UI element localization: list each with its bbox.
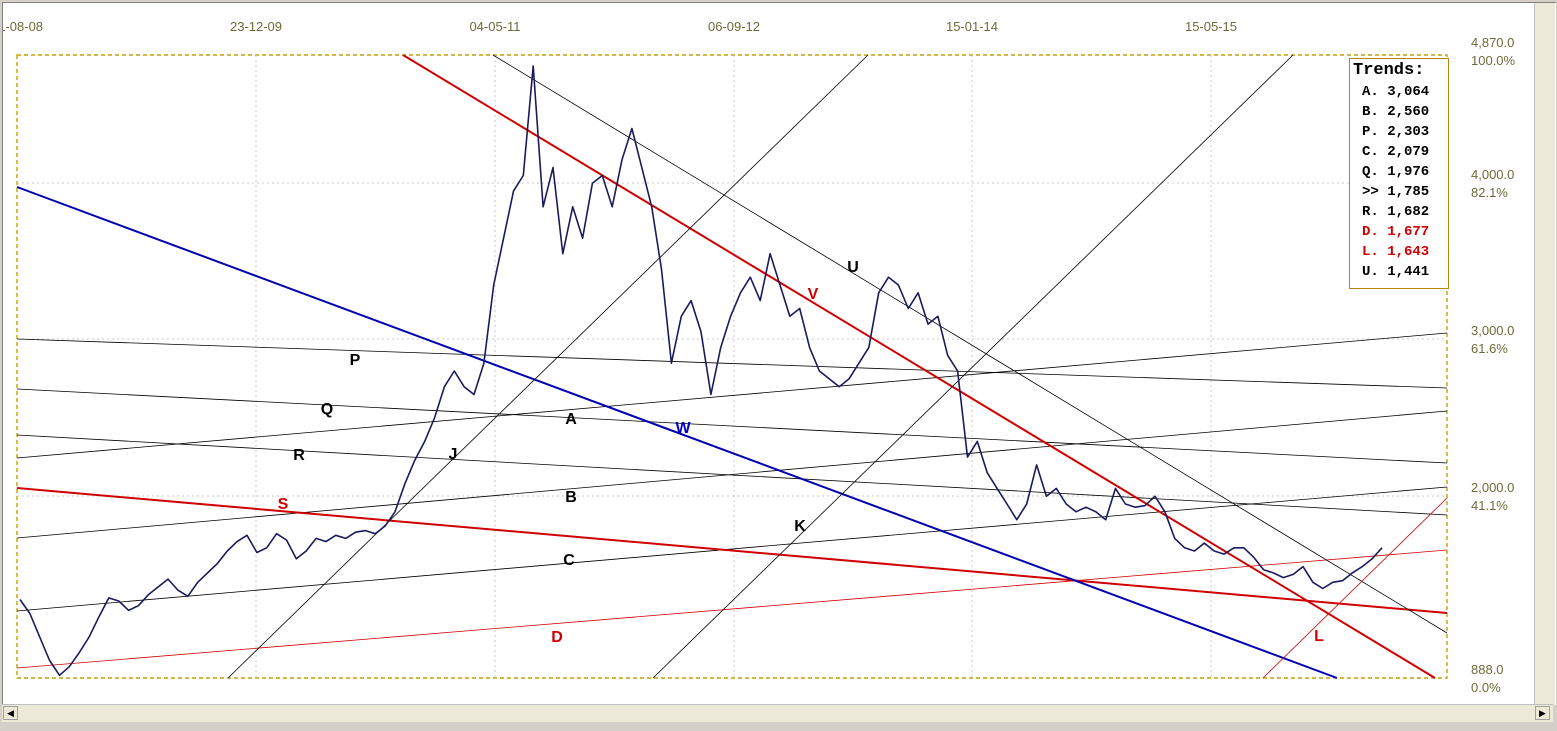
legend-entry: C. 2,079 [1362, 144, 1430, 160]
trend-label: B [565, 489, 577, 506]
trend-line [652, 54, 1294, 679]
x-tick-label: 21-08-08 [3, 19, 43, 34]
scroll-left-icon[interactable]: ◀ [3, 706, 18, 720]
legend-entry: P. 2,303 [1362, 124, 1430, 140]
legend-entry: A. 3,064 [1362, 84, 1430, 100]
trend-label: S [278, 496, 289, 513]
trend-line [1262, 497, 1448, 679]
trend-label: W [675, 420, 691, 437]
legend-entry: Q. 1,976 [1362, 164, 1430, 180]
trend-labels: P Q R S J A W B C D K U V L [278, 259, 1324, 646]
trend-line [16, 388, 1448, 464]
trend-label: K [794, 518, 806, 535]
trend-label: R [293, 447, 305, 464]
trend-label: L [1314, 628, 1324, 645]
x-tick-label: 15-01-14 [946, 19, 998, 34]
trend-line [16, 549, 1448, 669]
trend-label: U [847, 259, 859, 276]
trend-line [16, 487, 1448, 614]
trend-label: V [808, 286, 819, 303]
grid-lines [16, 54, 1448, 679]
legend-entry: >> 1,785 [1362, 184, 1430, 200]
trend-line [16, 186, 1338, 679]
y-pct-label: 41.1% [1471, 498, 1508, 513]
trend-line [16, 332, 1448, 459]
x-tick-label: 06-09-12 [708, 19, 760, 34]
x-tick-label: 15-05-15 [1185, 19, 1237, 34]
trends-legend: Trends: A. 3,064 B. 2,560 P. 2,303 C. 2,… [1349, 58, 1449, 289]
x-tick-label: 23-12-09 [230, 19, 282, 34]
y-tick-label: 4,870.0 [1471, 35, 1514, 50]
chart-window: 21-08-08 23-12-09 04-05-11 06-09-12 15-01-14… [2, 2, 1556, 705]
y-pct-label: 82.1% [1471, 185, 1508, 200]
y-tick-label: 2,000.0 [1471, 480, 1514, 495]
scroll-right-icon[interactable]: ▶ [1535, 706, 1550, 720]
y-tick-label: 4,000.0 [1471, 167, 1514, 182]
trend-lines [16, 54, 1448, 679]
trend-line [402, 54, 1436, 679]
price-series [19, 65, 1383, 677]
legend-entry: D. 1,677 [1362, 224, 1430, 240]
trend-label: C [563, 552, 575, 569]
horizontal-scrollbar[interactable]: ◀ ▶ [2, 704, 1553, 722]
y-pct-label: 100.0% [1471, 53, 1516, 68]
y-pct-label: 61.6% [1471, 341, 1508, 356]
right-panel [1534, 3, 1555, 705]
trend-line [16, 486, 1448, 612]
legend-entry: B. 2,560 [1362, 104, 1430, 120]
axis-labels: 21-08-08 23-12-09 04-05-11 06-09-12 15-01-14… [3, 19, 1516, 695]
trend-label: J [449, 446, 458, 463]
x-tick-label: 04-05-11 [469, 19, 520, 34]
legend-entry: U. 1,441 [1362, 264, 1430, 280]
price-line [19, 65, 1383, 677]
trend-line [227, 54, 869, 679]
legend-entry: L. 1,643 [1362, 244, 1430, 260]
legend-entry: R. 1,682 [1362, 204, 1430, 220]
trend-label: P [350, 352, 361, 369]
y-tick-label: 888.0 [1471, 662, 1504, 677]
y-pct-label: 0.0% [1471, 680, 1501, 695]
trend-line [16, 434, 1448, 516]
y-tick-label: 3,000.0 [1471, 323, 1514, 338]
trend-label: A [565, 411, 577, 428]
trend-label: Q [321, 401, 333, 418]
trend-line [492, 54, 1448, 634]
chart-canvas: 21-08-08 23-12-09 04-05-11 06-09-12 15-01-14… [3, 19, 1516, 695]
legend-title: Trends: [1353, 61, 1425, 80]
trend-line [16, 410, 1448, 539]
trend-line [16, 338, 1448, 389]
trend-label: D [551, 629, 563, 646]
plot-border [16, 54, 1448, 679]
